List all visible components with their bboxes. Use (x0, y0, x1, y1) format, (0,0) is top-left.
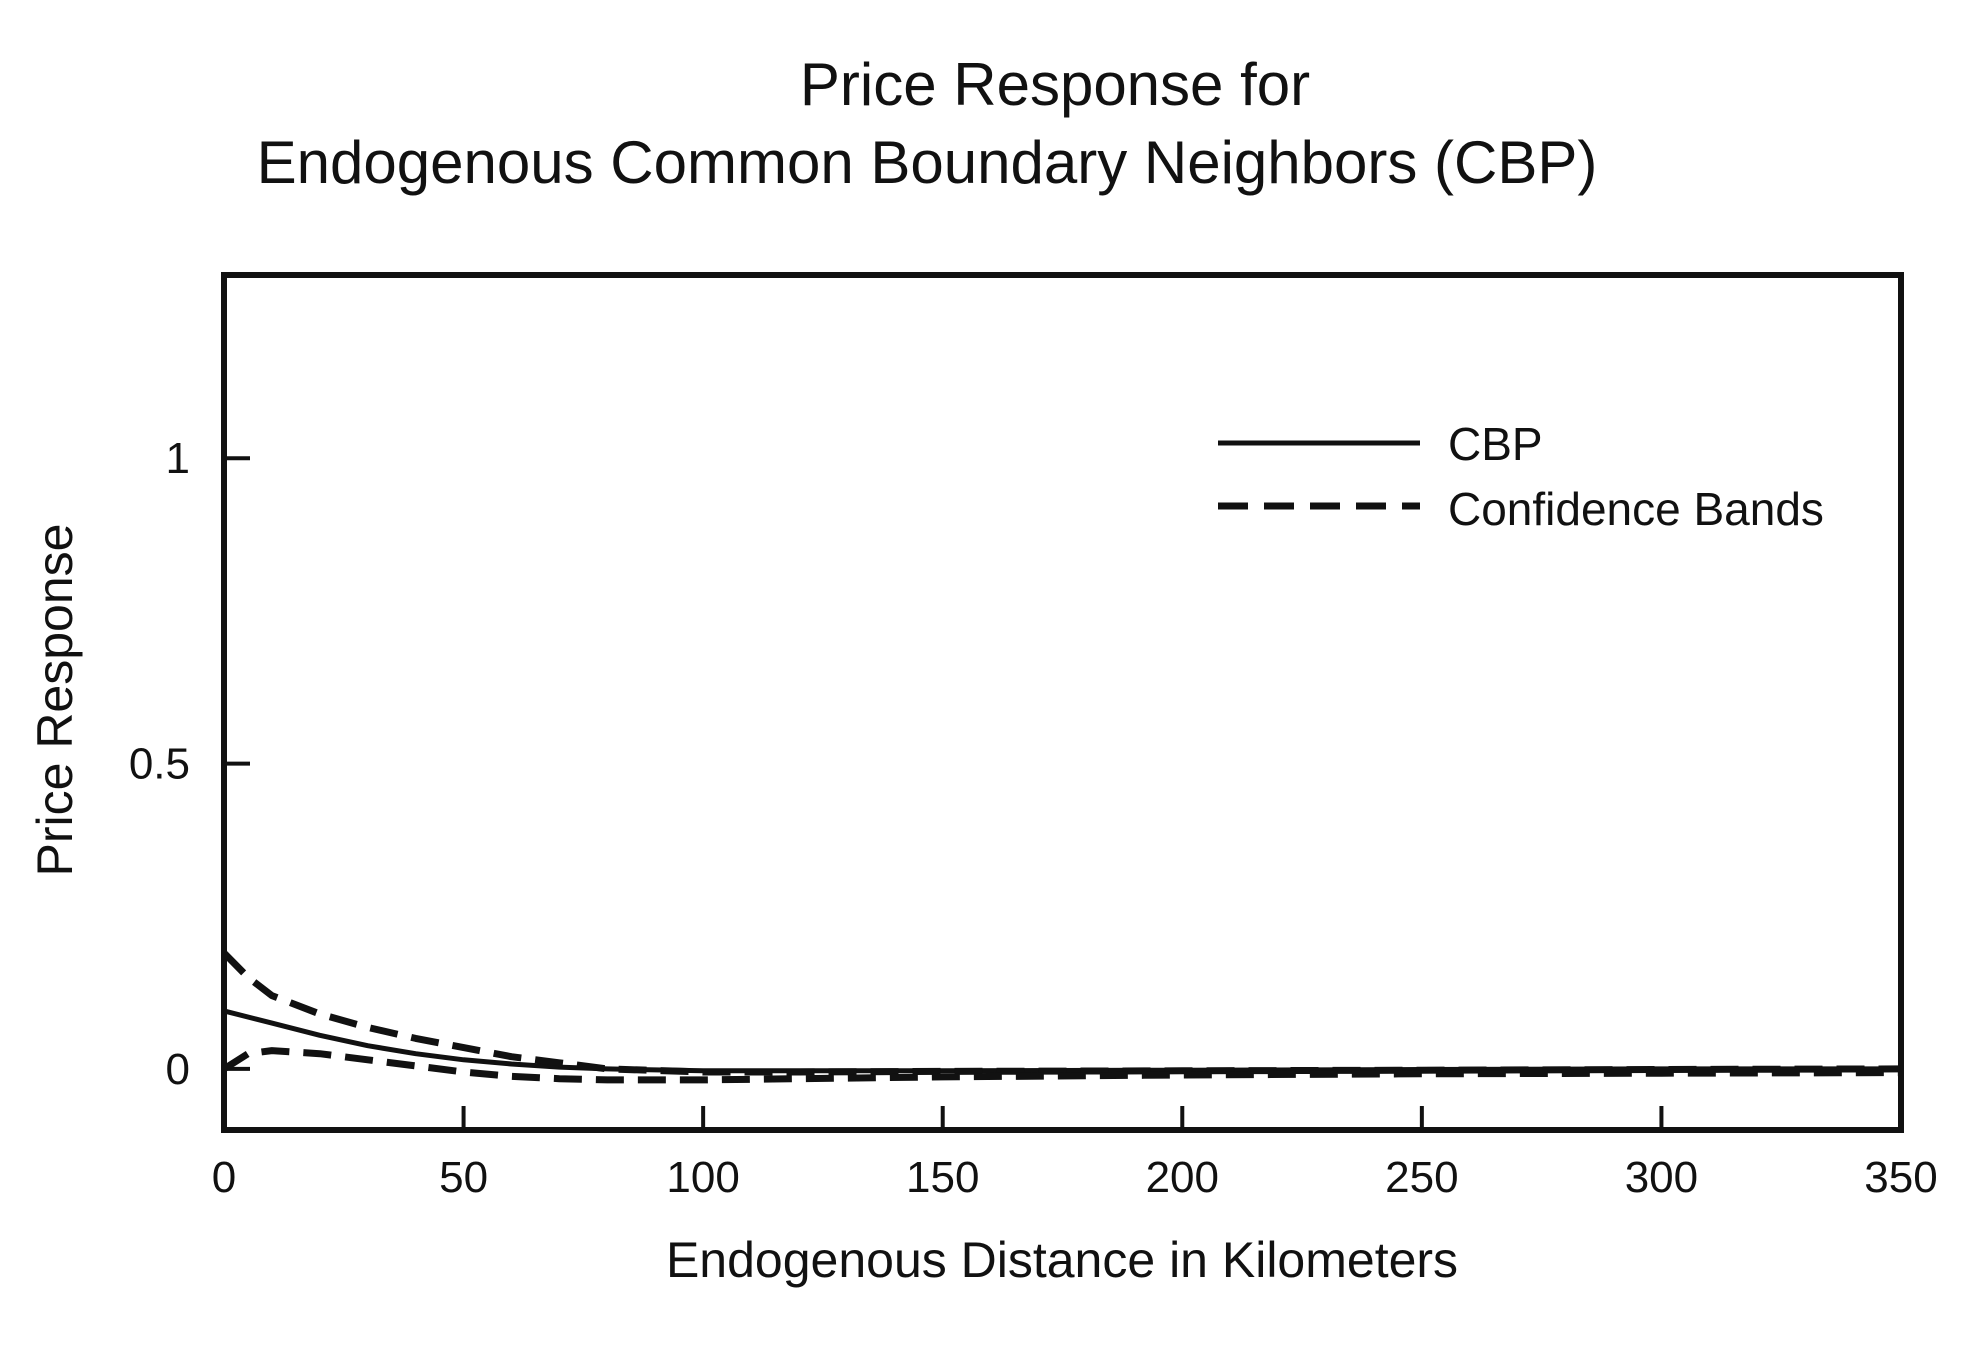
x-tick-label: 300 (1625, 1153, 1698, 1202)
legend-label-cbp: CBP (1448, 418, 1543, 470)
y-tick-label: 1 (166, 434, 190, 483)
x-axis-label: Endogenous Distance in Kilometers (666, 1232, 1458, 1288)
y-tick-label: 0.5 (129, 740, 190, 789)
x-tick-label: 50 (439, 1153, 488, 1202)
legend: CBP Confidence Bands (1218, 418, 1824, 535)
x-tick-label: 150 (906, 1153, 979, 1202)
x-tick-label: 0 (212, 1153, 236, 1202)
chart-title-line-2: Endogenous Common Boundary Neighbors (CB… (257, 129, 1598, 196)
series-line-confidence-band (221, 950, 1902, 1076)
x-axis-ticks: 0 50 100 150 200 250 300 350 (212, 1106, 1938, 1202)
x-tick-label: 250 (1385, 1153, 1458, 1202)
chart-title-line-1: Price Response for (800, 51, 1310, 118)
y-axis-label: Price Response (27, 524, 83, 877)
legend-label-confidence-bands: Confidence Bands (1448, 483, 1824, 535)
x-tick-label: 100 (666, 1153, 739, 1202)
y-tick-label: 0 (166, 1045, 190, 1094)
series-line-confidence-band (222, 1047, 1902, 1084)
y-axis-ticks: 00.51 (129, 434, 250, 1094)
series-layer (221, 950, 1902, 1084)
x-tick-label: 200 (1146, 1153, 1219, 1202)
plot-area-frame (221, 272, 1904, 1133)
x-tick-label: 350 (1864, 1153, 1937, 1202)
series-line-cbp (223, 1008, 1901, 1074)
